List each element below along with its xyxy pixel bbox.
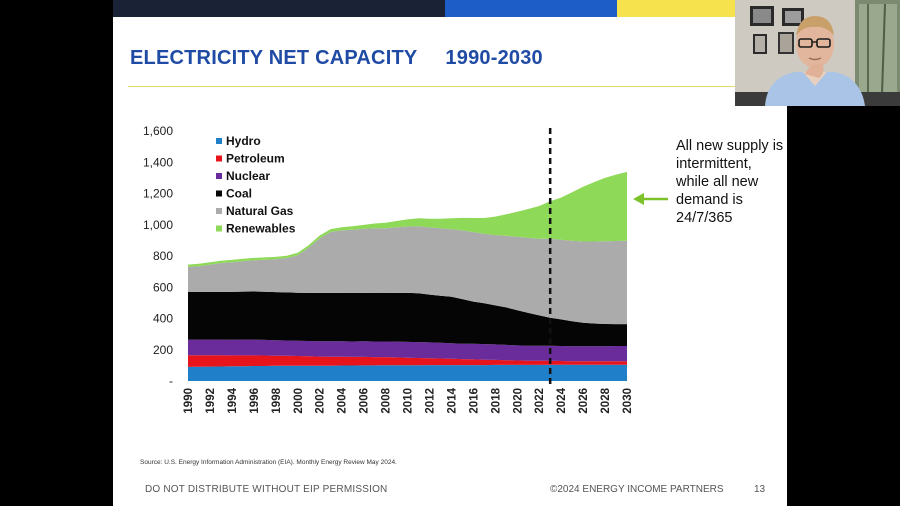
x-tick-label: 2006 bbox=[359, 388, 371, 414]
legend-swatch-petroleum bbox=[216, 155, 222, 162]
x-tick-label: 2016 bbox=[468, 388, 480, 414]
x-tick-label: 1998 bbox=[271, 387, 283, 413]
y-tick-label: 600 bbox=[153, 280, 173, 294]
x-tick-label: 2028 bbox=[600, 387, 612, 413]
legend-swatch-natural-gas bbox=[216, 208, 222, 214]
x-tick-label: 2030 bbox=[622, 388, 634, 414]
slide: ELECTRICITY NET CAPACITY 1990-2030 - 200 40… bbox=[113, 0, 787, 506]
x-tick-label: 1992 bbox=[205, 388, 217, 414]
x-tick-label: 2014 bbox=[446, 387, 458, 413]
legend-label: Natural Gas bbox=[226, 204, 294, 218]
header-band-blue bbox=[445, 0, 617, 17]
y-tick-label: 400 bbox=[153, 312, 173, 326]
x-tick-label: 2020 bbox=[512, 388, 524, 414]
legend-swatch-hydro bbox=[216, 138, 222, 144]
annotation-arrow-head bbox=[633, 193, 644, 205]
slide-title-text: ELECTRICITY NET CAPACITY bbox=[130, 47, 418, 69]
area-hydro bbox=[188, 364, 627, 381]
y-tick-label: 200 bbox=[153, 343, 173, 357]
legend-label: Renewables bbox=[226, 222, 296, 236]
title-underline bbox=[128, 86, 768, 87]
x-tick-label: 2018 bbox=[490, 387, 502, 413]
x-tick-label: 2000 bbox=[293, 388, 305, 414]
footer-copyright: ©2024 ENERGY INCOME PARTNERS bbox=[550, 484, 724, 495]
x-tick-label: 2024 bbox=[556, 387, 568, 413]
x-tick-label: 1996 bbox=[249, 388, 261, 414]
x-tick-label: 2010 bbox=[403, 388, 415, 414]
page-number: 13 bbox=[754, 484, 766, 495]
y-tick-label: 1,600 bbox=[143, 124, 173, 138]
area-nuclear bbox=[188, 339, 627, 362]
area-renewables bbox=[188, 171, 627, 267]
source-note: Source: U.S. Energy Information Administ… bbox=[140, 459, 397, 466]
x-tick-label: 2004 bbox=[337, 387, 349, 413]
x-tick-label: 2008 bbox=[381, 387, 393, 413]
legend-swatch-renewables bbox=[216, 225, 222, 232]
x-tick-label: 2026 bbox=[578, 388, 590, 414]
x-tick-label: 1990 bbox=[183, 388, 195, 414]
webcam-video-thumbnail bbox=[735, 0, 900, 106]
legend-label: Nuclear bbox=[226, 169, 270, 183]
annotation-text: All new supply is intermittent, while al… bbox=[676, 138, 784, 226]
area-petroleum bbox=[188, 355, 627, 367]
y-tick-label: - bbox=[169, 374, 173, 388]
legend-swatch-nuclear bbox=[216, 173, 222, 179]
presenter-video bbox=[735, 0, 900, 106]
x-tick-label: 1994 bbox=[227, 387, 239, 413]
slide-title: ELECTRICITY NET CAPACITY 1990-2030 bbox=[130, 47, 543, 70]
y-tick-label: 1,000 bbox=[143, 218, 173, 232]
header-band-navy bbox=[113, 0, 445, 17]
y-tick-label: 800 bbox=[153, 249, 173, 263]
area-coal bbox=[188, 291, 627, 347]
x-tick-label: 2002 bbox=[315, 388, 327, 414]
legend-swatch-coal bbox=[216, 190, 222, 197]
footer-disclaimer: DO NOT DISTRIBUTE WITHOUT EIP PERMISSION bbox=[145, 484, 388, 495]
y-tick-label: 1,200 bbox=[143, 187, 173, 201]
area-natural-gas bbox=[188, 226, 627, 325]
capacity-chart: - 200 400 600 800 1,000 1,200 1,400 1,600 1990 199… bbox=[143, 124, 668, 414]
legend-label: Coal bbox=[226, 187, 252, 201]
legend-label: Petroleum bbox=[226, 152, 285, 166]
x-tick-label: 2022 bbox=[534, 388, 546, 414]
x-tick-label: 2012 bbox=[425, 388, 437, 414]
y-tick-label: 1,400 bbox=[143, 155, 173, 169]
legend-label: Hydro bbox=[226, 134, 261, 148]
slide-title-years: 1990-2030 bbox=[445, 47, 543, 69]
